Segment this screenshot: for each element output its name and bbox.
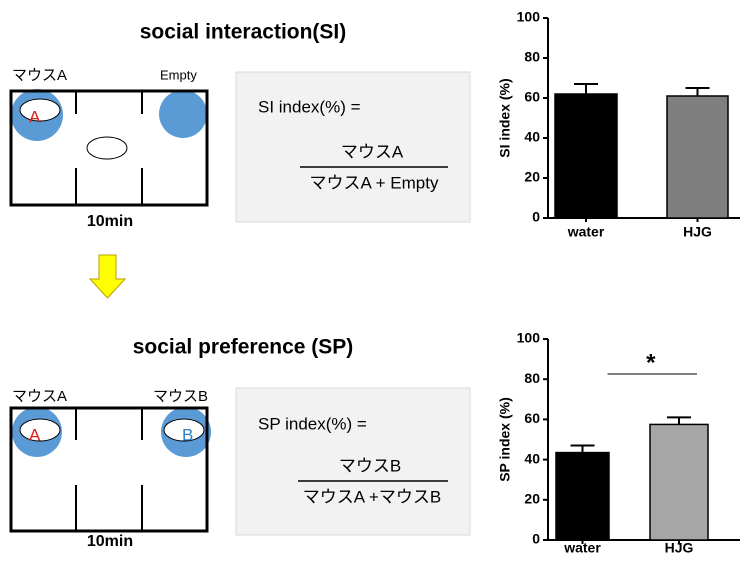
- si-marker: A: [29, 107, 41, 126]
- x-tick-label: HJG: [683, 224, 712, 240]
- x-tick-label: HJG: [665, 540, 694, 556]
- sp-right-marker: B: [182, 425, 193, 444]
- y-tick-label: 20: [524, 169, 540, 185]
- sp-left-label: マウスA: [12, 388, 67, 405]
- y-tick-label: 80: [524, 49, 540, 65]
- sp-numerator: マウスB: [339, 456, 401, 475]
- bar: [556, 453, 609, 540]
- figure: social interaction(SI) マウスA Empty A 10mi…: [0, 0, 746, 557]
- si-formula-lhs: SI index(%) =: [258, 97, 361, 116]
- sp-denominator: マウスA +マウスB: [303, 487, 441, 506]
- y-tick-label: 60: [524, 89, 540, 105]
- si-duration: 10min: [87, 213, 133, 230]
- x-tick-label: water: [563, 540, 601, 556]
- y-tick-label: 60: [524, 410, 540, 426]
- sp-left-marker: A: [29, 425, 41, 444]
- si-title: social interaction(SI): [140, 21, 347, 44]
- sp-arena: [11, 407, 211, 531]
- y-tick-label: 20: [524, 491, 540, 507]
- si-left-label: マウスA: [12, 67, 67, 84]
- y-tick-label: 0: [532, 209, 540, 225]
- y-tick-label: 100: [517, 9, 541, 25]
- significance-mark: *: [646, 349, 656, 376]
- y-axis-label: SI index (%): [497, 78, 513, 157]
- sp-title: social preference (SP): [133, 336, 354, 359]
- y-tick-label: 0: [532, 531, 540, 547]
- si-numerator: マウスA: [341, 142, 404, 161]
- y-tick-label: 100: [517, 330, 541, 346]
- y-tick-label: 40: [524, 450, 540, 466]
- x-tick-label: water: [567, 224, 605, 240]
- si-denominator: マウスA + Empty: [310, 173, 439, 192]
- si-arena: [11, 89, 207, 205]
- bar: [650, 424, 708, 540]
- sp-right-label: マウスB: [153, 388, 208, 405]
- down-arrow: [90, 255, 125, 298]
- y-tick-label: 80: [524, 370, 540, 386]
- y-axis-label: SP index (%): [497, 397, 513, 482]
- bar: [667, 96, 728, 218]
- y-tick-label: 40: [524, 129, 540, 145]
- si-right-label: Empty: [160, 67, 197, 82]
- sp-duration: 10min: [87, 533, 133, 550]
- sp-formula-lhs: SP index(%) =: [258, 414, 367, 433]
- bar: [555, 94, 617, 218]
